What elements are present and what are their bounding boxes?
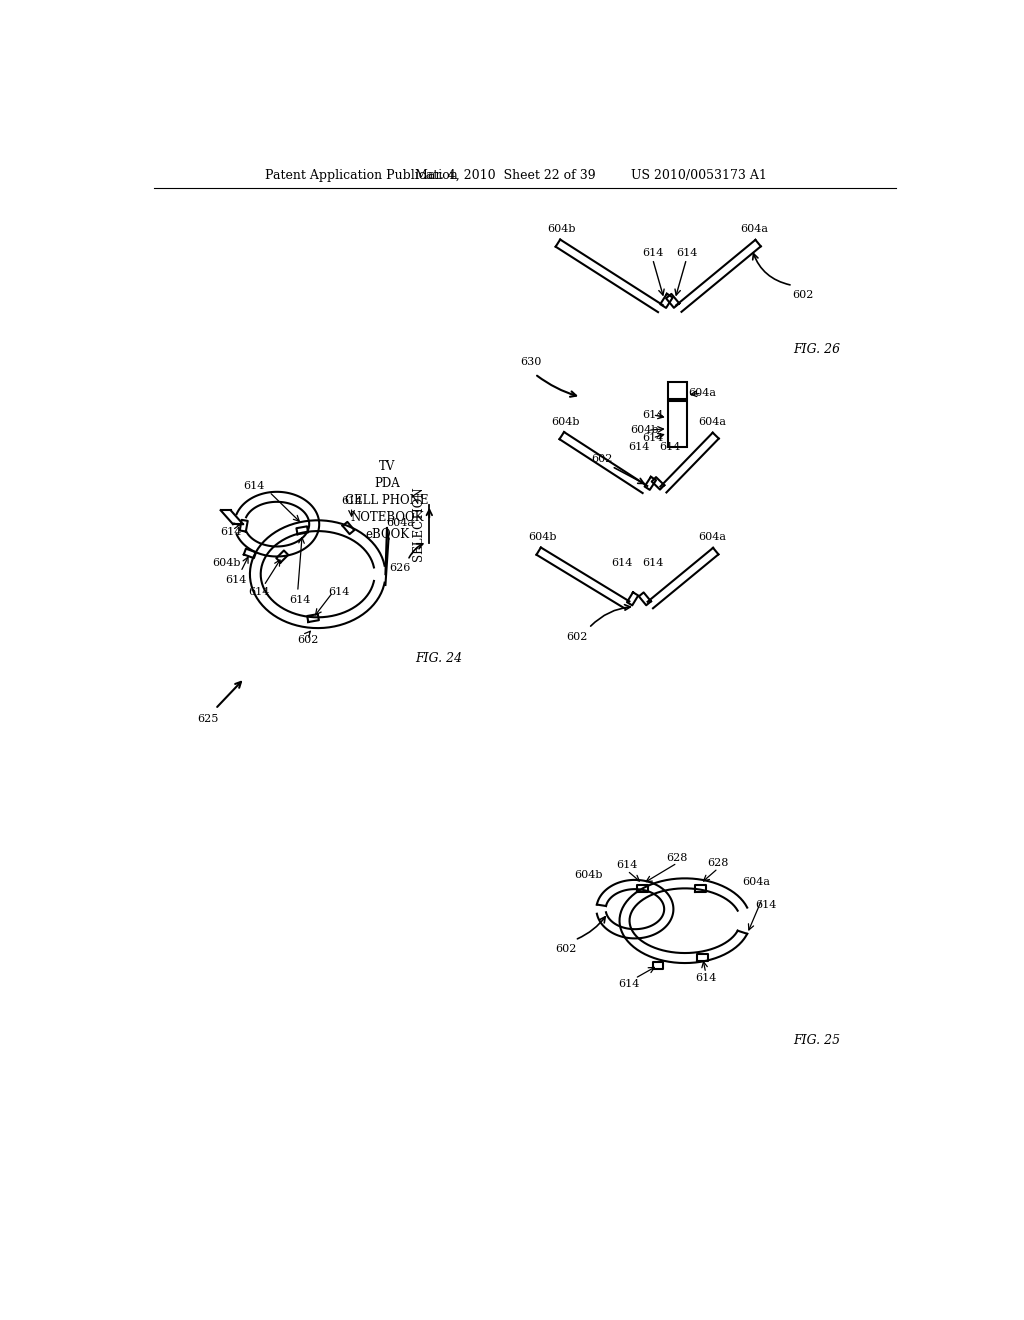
Text: TV: TV xyxy=(379,459,395,473)
Polygon shape xyxy=(343,521,354,535)
Text: 614: 614 xyxy=(628,442,649,453)
Text: 604a: 604a xyxy=(688,388,716,399)
Text: 604b: 604b xyxy=(631,425,659,436)
Text: Mar. 4, 2010  Sheet 22 of 39: Mar. 4, 2010 Sheet 22 of 39 xyxy=(416,169,596,182)
Text: US 2010/0053173 A1: US 2010/0053173 A1 xyxy=(631,169,767,182)
Text: 625: 625 xyxy=(197,714,218,723)
Text: 604b: 604b xyxy=(548,224,577,234)
Polygon shape xyxy=(637,884,648,892)
Polygon shape xyxy=(652,962,664,969)
Text: 614: 614 xyxy=(642,433,664,444)
Text: 614: 614 xyxy=(658,442,680,453)
Text: FIG. 25: FIG. 25 xyxy=(793,1034,840,1047)
Text: 604b: 604b xyxy=(551,417,580,426)
Text: 626: 626 xyxy=(389,564,411,573)
Text: 602: 602 xyxy=(793,290,813,301)
Text: NOTEBOOK: NOTEBOOK xyxy=(350,511,424,524)
Text: 602: 602 xyxy=(555,944,577,954)
Text: 614: 614 xyxy=(618,979,639,989)
Bar xyxy=(668,381,687,399)
Polygon shape xyxy=(697,954,708,961)
Text: 604a: 604a xyxy=(742,878,771,887)
Text: 628: 628 xyxy=(708,858,729,869)
Text: PDA: PDA xyxy=(374,477,399,490)
Text: 614: 614 xyxy=(695,973,717,983)
Text: 602: 602 xyxy=(566,632,588,643)
Text: 628: 628 xyxy=(667,853,688,862)
Bar xyxy=(668,401,687,447)
Text: CELL PHONE: CELL PHONE xyxy=(345,494,429,507)
Text: 614: 614 xyxy=(611,557,633,568)
Polygon shape xyxy=(240,520,248,532)
Text: 614: 614 xyxy=(642,557,664,568)
Polygon shape xyxy=(296,527,308,535)
Text: 614: 614 xyxy=(289,594,310,605)
Text: 614: 614 xyxy=(676,248,697,257)
Text: 614: 614 xyxy=(220,527,242,537)
Text: 614: 614 xyxy=(642,248,664,257)
Text: 614: 614 xyxy=(243,480,264,491)
Text: 604a: 604a xyxy=(740,224,768,234)
Text: 614: 614 xyxy=(642,409,664,420)
Text: FIG. 26: FIG. 26 xyxy=(793,343,840,356)
Text: 604a: 604a xyxy=(698,532,726,543)
Text: 614: 614 xyxy=(341,496,362,506)
Text: SELECTION: SELECTION xyxy=(412,487,425,561)
Text: FIG. 24: FIG. 24 xyxy=(416,652,463,665)
Text: eBOOK: eBOOK xyxy=(365,528,409,541)
Polygon shape xyxy=(276,550,288,562)
Polygon shape xyxy=(307,614,318,622)
Text: 604b: 604b xyxy=(574,870,603,879)
Text: 604b: 604b xyxy=(213,557,241,568)
Text: 614: 614 xyxy=(225,574,247,585)
Text: 602: 602 xyxy=(591,454,612,463)
Polygon shape xyxy=(695,884,706,892)
Text: Patent Application Publication: Patent Application Publication xyxy=(265,169,458,182)
Text: 604a: 604a xyxy=(698,417,726,426)
Text: 614: 614 xyxy=(328,587,349,597)
Text: 614: 614 xyxy=(755,900,776,911)
Text: 602: 602 xyxy=(297,635,318,644)
Text: 614: 614 xyxy=(616,861,638,870)
Text: 604a: 604a xyxy=(386,517,414,528)
Text: 614: 614 xyxy=(249,587,270,597)
Polygon shape xyxy=(244,549,256,558)
Text: 604b: 604b xyxy=(528,532,557,543)
Text: 630: 630 xyxy=(520,358,542,367)
